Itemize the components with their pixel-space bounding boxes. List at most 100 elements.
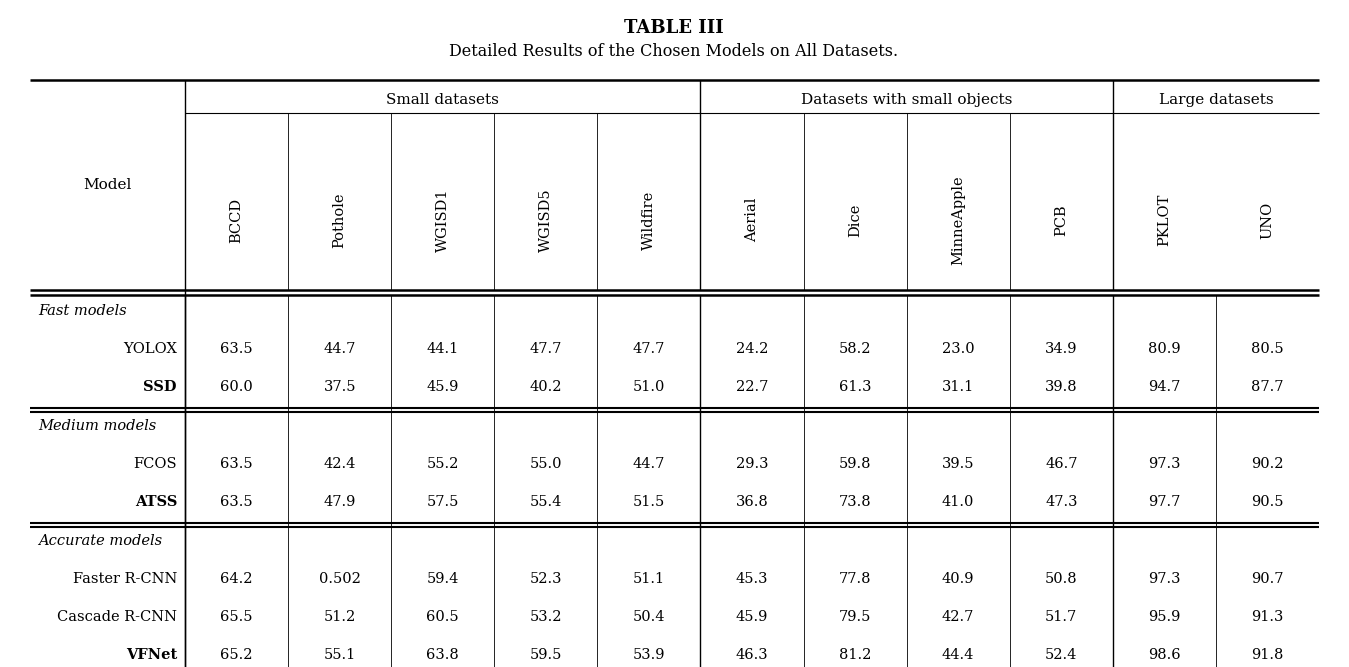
Text: 81.2: 81.2 bbox=[839, 648, 871, 662]
Text: 47.3: 47.3 bbox=[1045, 495, 1078, 509]
Text: 55.1: 55.1 bbox=[324, 648, 356, 662]
Text: 44.4: 44.4 bbox=[942, 648, 974, 662]
Text: Medium models: Medium models bbox=[38, 419, 156, 433]
Text: ATSS: ATSS bbox=[135, 495, 177, 509]
Text: 45.3: 45.3 bbox=[735, 572, 768, 586]
Text: 61.3: 61.3 bbox=[839, 380, 871, 394]
Text: Aerial: Aerial bbox=[745, 198, 759, 242]
Text: Pothole: Pothole bbox=[333, 192, 347, 247]
Text: VFNet: VFNet bbox=[125, 648, 177, 662]
Text: 53.2: 53.2 bbox=[530, 610, 563, 624]
Text: 44.7: 44.7 bbox=[324, 342, 356, 356]
Text: 91.3: 91.3 bbox=[1252, 610, 1284, 624]
Text: 51.7: 51.7 bbox=[1045, 610, 1078, 624]
Text: 50.8: 50.8 bbox=[1045, 572, 1078, 586]
Text: BCCD: BCCD bbox=[229, 197, 244, 243]
Text: Accurate models: Accurate models bbox=[38, 534, 162, 548]
Text: 47.7: 47.7 bbox=[530, 342, 563, 356]
Text: 52.4: 52.4 bbox=[1045, 648, 1078, 662]
Text: FCOS: FCOS bbox=[134, 457, 177, 471]
Text: 55.4: 55.4 bbox=[530, 495, 563, 509]
Text: 87.7: 87.7 bbox=[1252, 380, 1284, 394]
Text: 47.9: 47.9 bbox=[324, 495, 356, 509]
Text: PKLOT: PKLOT bbox=[1157, 194, 1171, 246]
Text: 45.9: 45.9 bbox=[426, 380, 459, 394]
Text: 51.1: 51.1 bbox=[633, 572, 665, 586]
Text: 40.9: 40.9 bbox=[942, 572, 974, 586]
Text: 59.5: 59.5 bbox=[530, 648, 563, 662]
Text: 63.8: 63.8 bbox=[426, 648, 459, 662]
Text: 79.5: 79.5 bbox=[839, 610, 871, 624]
Text: 60.0: 60.0 bbox=[220, 380, 252, 394]
Text: 65.2: 65.2 bbox=[220, 648, 252, 662]
Text: Fast models: Fast models bbox=[38, 304, 127, 318]
Text: 39.8: 39.8 bbox=[1045, 380, 1078, 394]
Text: 59.8: 59.8 bbox=[839, 457, 871, 471]
Text: 0.502: 0.502 bbox=[318, 572, 360, 586]
Text: 40.2: 40.2 bbox=[530, 380, 563, 394]
Text: Detailed Results of the Chosen Models on All Datasets.: Detailed Results of the Chosen Models on… bbox=[449, 43, 898, 61]
Text: 36.8: 36.8 bbox=[735, 495, 769, 509]
Text: 55.0: 55.0 bbox=[530, 457, 563, 471]
Text: 57.5: 57.5 bbox=[426, 495, 459, 509]
Text: 91.8: 91.8 bbox=[1252, 648, 1284, 662]
Text: Faster R-CNN: Faster R-CNN bbox=[73, 572, 177, 586]
Text: 64.2: 64.2 bbox=[220, 572, 252, 586]
Text: 90.7: 90.7 bbox=[1252, 572, 1284, 586]
Text: 94.7: 94.7 bbox=[1148, 380, 1180, 394]
Text: 53.9: 53.9 bbox=[633, 648, 665, 662]
Text: 46.3: 46.3 bbox=[735, 648, 769, 662]
Text: 31.1: 31.1 bbox=[942, 380, 974, 394]
Text: UNO: UNO bbox=[1260, 201, 1275, 239]
Text: 22.7: 22.7 bbox=[735, 380, 768, 394]
Text: 42.4: 42.4 bbox=[324, 457, 356, 471]
Text: 80.9: 80.9 bbox=[1148, 342, 1180, 356]
Text: 41.0: 41.0 bbox=[942, 495, 974, 509]
Text: WGISD5: WGISD5 bbox=[538, 188, 553, 252]
Text: Large datasets: Large datasets bbox=[1159, 93, 1273, 107]
Text: YOLOX: YOLOX bbox=[123, 342, 177, 356]
Text: Wildfire: Wildfire bbox=[642, 190, 656, 249]
Text: 77.8: 77.8 bbox=[839, 572, 871, 586]
Text: 44.1: 44.1 bbox=[426, 342, 459, 356]
Text: SSD: SSD bbox=[143, 380, 177, 394]
Text: 23.0: 23.0 bbox=[942, 342, 974, 356]
Text: 97.3: 97.3 bbox=[1148, 572, 1180, 586]
Text: 44.7: 44.7 bbox=[633, 457, 665, 471]
Text: TABLE III: TABLE III bbox=[625, 19, 724, 37]
Text: Datasets with small objects: Datasets with small objects bbox=[801, 93, 1012, 107]
Text: Cascade R-CNN: Cascade R-CNN bbox=[57, 610, 177, 624]
Text: 34.9: 34.9 bbox=[1045, 342, 1078, 356]
Text: 95.9: 95.9 bbox=[1148, 610, 1180, 624]
Text: 63.5: 63.5 bbox=[220, 495, 252, 509]
Text: 98.6: 98.6 bbox=[1148, 648, 1180, 662]
Text: 42.7: 42.7 bbox=[942, 610, 974, 624]
Text: 46.7: 46.7 bbox=[1045, 457, 1078, 471]
Text: 65.5: 65.5 bbox=[220, 610, 252, 624]
Text: 50.4: 50.4 bbox=[633, 610, 665, 624]
Text: 55.2: 55.2 bbox=[426, 457, 459, 471]
Text: 51.2: 51.2 bbox=[324, 610, 356, 624]
Text: 59.4: 59.4 bbox=[426, 572, 459, 586]
Text: 52.3: 52.3 bbox=[530, 572, 563, 586]
Text: 45.9: 45.9 bbox=[735, 610, 768, 624]
Text: 29.3: 29.3 bbox=[735, 457, 768, 471]
Text: 47.7: 47.7 bbox=[633, 342, 665, 356]
Text: 51.5: 51.5 bbox=[633, 495, 665, 509]
Text: Dice: Dice bbox=[849, 203, 862, 237]
Text: 80.5: 80.5 bbox=[1251, 342, 1284, 356]
Text: 24.2: 24.2 bbox=[735, 342, 768, 356]
Text: 39.5: 39.5 bbox=[942, 457, 974, 471]
Text: 58.2: 58.2 bbox=[839, 342, 871, 356]
Text: MinneApple: MinneApple bbox=[951, 175, 965, 265]
Text: Small datasets: Small datasets bbox=[386, 93, 499, 107]
Text: 63.5: 63.5 bbox=[220, 342, 252, 356]
Text: 90.2: 90.2 bbox=[1252, 457, 1284, 471]
Text: 60.5: 60.5 bbox=[426, 610, 459, 624]
Text: 73.8: 73.8 bbox=[839, 495, 871, 509]
Text: 97.3: 97.3 bbox=[1148, 457, 1180, 471]
Text: 97.7: 97.7 bbox=[1148, 495, 1180, 509]
Text: 37.5: 37.5 bbox=[324, 380, 356, 394]
Text: 63.5: 63.5 bbox=[220, 457, 252, 471]
Text: PCB: PCB bbox=[1055, 204, 1068, 236]
